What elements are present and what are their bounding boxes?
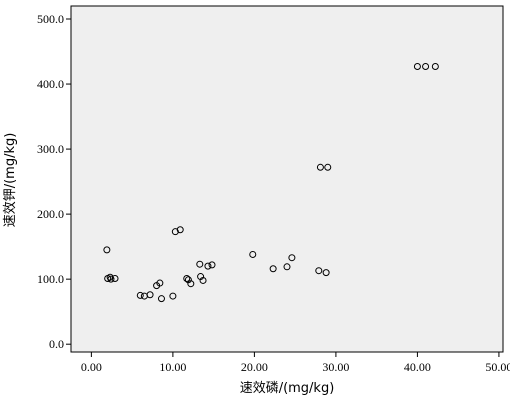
data-point bbox=[208, 261, 216, 269]
y-tick-label: 400.0 bbox=[37, 77, 64, 91]
data-point bbox=[157, 295, 165, 303]
y-axis-title: 速效钾/(mg/kg) bbox=[3, 133, 18, 228]
data-point bbox=[269, 265, 277, 273]
x-tick-label: 40.00 bbox=[404, 360, 431, 374]
data-point bbox=[111, 275, 119, 283]
y-axis: 0.0 100.0 200.0 300.0 400.0 500.0 bbox=[37, 12, 71, 351]
y-tick-label: 100.0 bbox=[37, 272, 64, 286]
y-tick-label: 200.0 bbox=[37, 207, 64, 221]
y-tick-label: 0.0 bbox=[49, 337, 64, 351]
data-point bbox=[146, 291, 154, 299]
data-point bbox=[324, 163, 332, 171]
x-axis: 0.00 10.00 20.00 30.00 40.00 50.00 bbox=[81, 352, 510, 374]
data-point bbox=[316, 163, 324, 171]
x-axis-title: 速效磷/(mg/kg) bbox=[240, 381, 335, 396]
x-tick-label: 30.00 bbox=[322, 360, 349, 374]
data-point bbox=[322, 269, 330, 277]
data-point bbox=[176, 226, 184, 234]
data-point bbox=[422, 62, 430, 70]
plot-area bbox=[70, 5, 504, 353]
data-point bbox=[187, 280, 195, 288]
x-tick-label: 50.00 bbox=[485, 360, 510, 374]
data-point bbox=[283, 263, 291, 271]
data-point bbox=[183, 275, 191, 283]
data-point bbox=[431, 62, 439, 70]
data-points bbox=[103, 62, 439, 303]
y-tick-label: 300.0 bbox=[37, 142, 64, 156]
data-point bbox=[199, 276, 207, 284]
data-point bbox=[169, 292, 177, 300]
data-point bbox=[107, 275, 115, 283]
data-point bbox=[204, 262, 212, 270]
x-tick-label: 10.00 bbox=[159, 360, 186, 374]
data-point bbox=[249, 250, 257, 258]
data-point bbox=[196, 260, 204, 268]
x-tick-label: 0.00 bbox=[81, 360, 102, 374]
data-point bbox=[103, 246, 111, 254]
data-point bbox=[136, 291, 144, 299]
y-tick-label: 500.0 bbox=[37, 12, 64, 26]
data-point bbox=[288, 254, 296, 262]
data-point bbox=[315, 267, 323, 275]
x-tick-label: 20.00 bbox=[241, 360, 268, 374]
data-point bbox=[413, 62, 421, 70]
data-point bbox=[156, 279, 164, 287]
